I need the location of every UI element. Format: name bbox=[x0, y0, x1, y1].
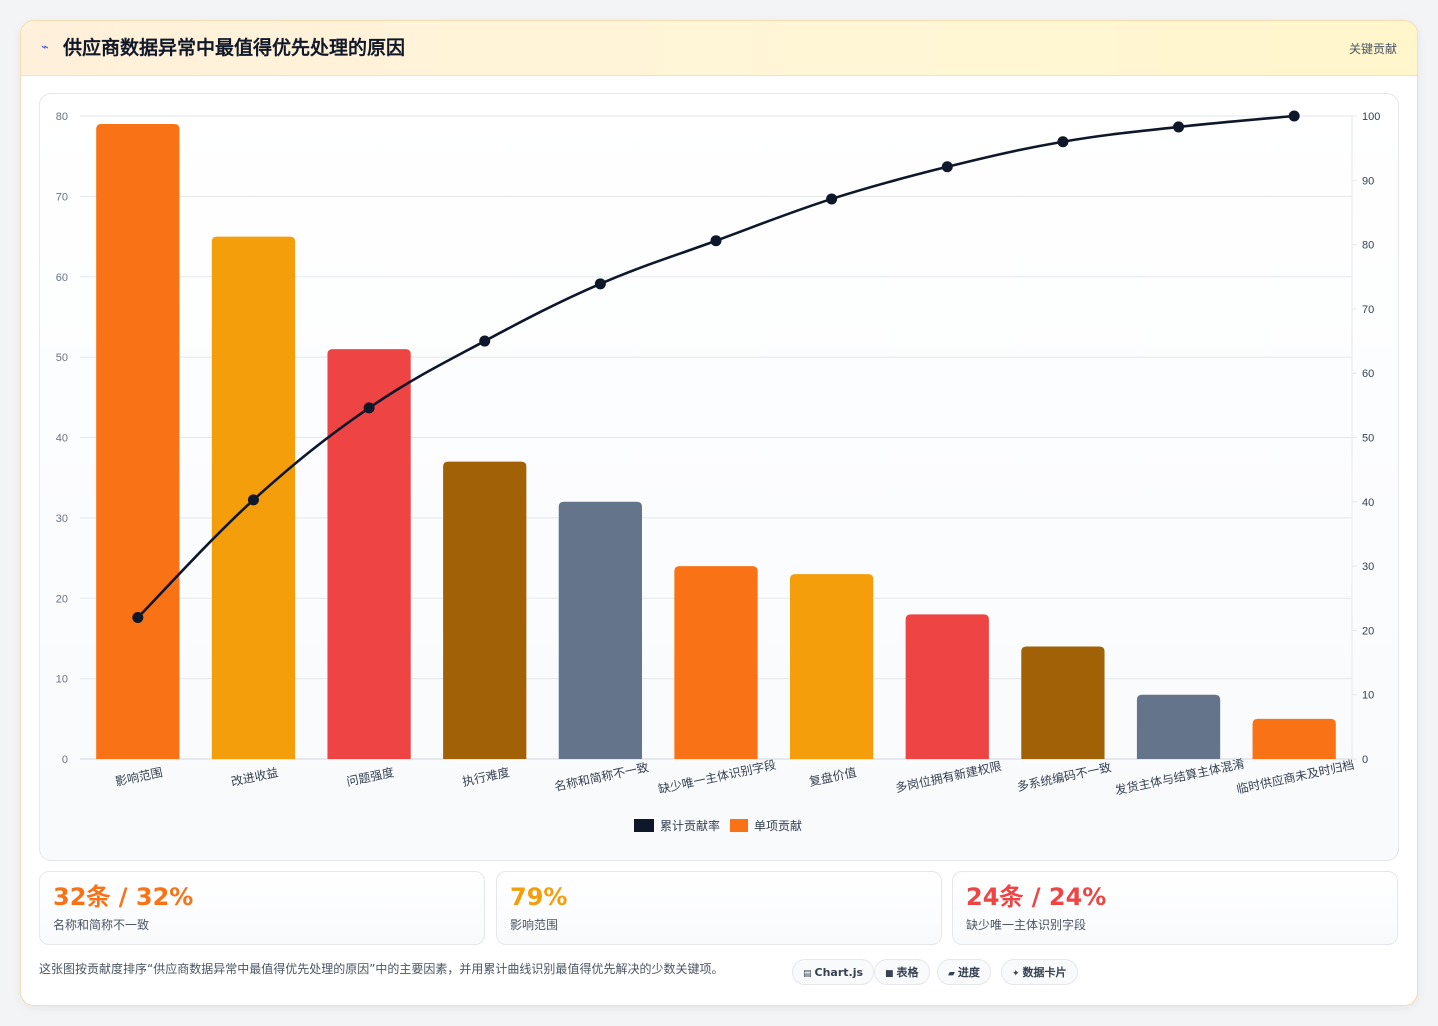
y-left-tick-label: 20 bbox=[56, 593, 68, 605]
y-right-tick-label: 100 bbox=[1362, 111, 1380, 123]
kpi-value: 79% bbox=[510, 883, 568, 911]
legend-swatch-cumulative bbox=[634, 819, 654, 832]
chart-title: 供应商数据异常中最值得优先处理的原因 bbox=[63, 37, 406, 59]
x-tick-label: 多岗位拥有新建权限 bbox=[894, 758, 1003, 795]
legend-label: 单项贡献 bbox=[754, 818, 802, 833]
chart-panel: 0 10 20 30 40 50 60 70 80 0 10 20 30 40 50 60 70 80 90 100 影… bbox=[39, 93, 1399, 861]
bar bbox=[558, 501, 642, 759]
line-point bbox=[247, 494, 259, 506]
kpi-card-2: 79% 影响范围 bbox=[496, 871, 942, 945]
bolt-icon: ⌁ bbox=[41, 40, 49, 55]
line-point bbox=[1288, 110, 1300, 122]
y-right-tick-label: 10 bbox=[1362, 690, 1374, 702]
kpi-label: 影响范围 bbox=[510, 918, 559, 932]
x-tick-label: 临时供应商未及时归档 bbox=[1235, 757, 1356, 797]
y-left-tick-label: 0 bbox=[62, 754, 68, 766]
line-point bbox=[594, 278, 606, 290]
chip-data-card[interactable]: ✦ 数据卡片 bbox=[1001, 959, 1078, 985]
bar bbox=[905, 614, 989, 759]
x-tick-label: 影响范围 bbox=[114, 764, 164, 789]
x-tick-label: 问题强度 bbox=[345, 764, 395, 789]
y-left-tick-label: 10 bbox=[56, 674, 68, 686]
y-left-tick-label: 60 bbox=[56, 272, 68, 284]
y-left-tick-label: 40 bbox=[56, 433, 68, 445]
x-tick-label: 多系统编码不一致 bbox=[1015, 759, 1112, 794]
bar bbox=[96, 124, 180, 760]
y-left-tick-label: 80 bbox=[56, 111, 68, 123]
bar bbox=[327, 349, 411, 759]
line-point bbox=[1173, 121, 1185, 133]
x-tick-label: 改进收益 bbox=[230, 765, 280, 789]
bar bbox=[1021, 646, 1105, 759]
chip-label: Chart.js bbox=[814, 966, 864, 979]
card-header: ⌁ 供应商数据异常中最值得优先处理的原因 关键贡献 bbox=[21, 21, 1417, 76]
chart-card: ⌁ 供应商数据异常中最值得优先处理的原因 关键贡献 0 10 20 30 40 50 60 7… bbox=[20, 20, 1418, 1006]
y-right-tick-label: 90 bbox=[1362, 175, 1374, 187]
chip-label: 数据卡片 bbox=[1022, 966, 1067, 979]
bar bbox=[443, 461, 527, 759]
line-point bbox=[1057, 136, 1069, 148]
kpi-card-1: 32条 / 32% 名称和简称不一致 bbox=[39, 871, 485, 945]
bar bbox=[674, 566, 758, 759]
y-left-tick-label: 50 bbox=[56, 352, 68, 364]
y-right-tick-label: 80 bbox=[1362, 240, 1374, 252]
kpi-label: 名称和简称不一致 bbox=[53, 918, 150, 932]
cumulative-line bbox=[136, 114, 1295, 619]
header-tag: 关键贡献 bbox=[1348, 42, 1397, 56]
y-right-tick-label: 20 bbox=[1362, 625, 1374, 637]
y-right-tick-label: 50 bbox=[1362, 433, 1374, 445]
chip-chartjs[interactable]: ▤ Chart.js bbox=[792, 959, 875, 985]
legend-label: 累计贡献率 bbox=[660, 818, 720, 833]
chip-label: 进度 bbox=[957, 966, 980, 979]
legend-swatch-single bbox=[730, 819, 748, 832]
y-left-tick-label: 70 bbox=[56, 191, 68, 203]
chart-icon: ▤ bbox=[803, 969, 812, 979]
x-tick-label: 复盘价值 bbox=[808, 764, 858, 789]
line-point bbox=[710, 235, 722, 247]
y-right-tick-label: 40 bbox=[1362, 497, 1374, 509]
line-point bbox=[826, 193, 838, 205]
y-right-tick-label: 0 bbox=[1362, 754, 1368, 766]
x-tick-label: 缺少唯一主体识别字段 bbox=[657, 757, 778, 797]
x-tick-label: 发货主体与结算主体混淆 bbox=[1113, 756, 1245, 798]
progress-icon: ▰ bbox=[948, 969, 955, 979]
line-point bbox=[941, 161, 953, 173]
pareto-chart: 0 10 20 30 40 50 60 70 80 0 10 20 30 40 50 60 70 80 90 100 影… bbox=[56, 110, 1380, 833]
y-right-tick-label: 70 bbox=[1362, 304, 1374, 316]
kpi-value: 32条 / 32% bbox=[53, 883, 194, 911]
line-point bbox=[479, 335, 491, 347]
y-left-tick-label: 30 bbox=[56, 513, 68, 525]
chip-progress[interactable]: ▰ 进度 bbox=[937, 959, 991, 985]
table-icon: ■ bbox=[885, 969, 894, 979]
line-point bbox=[132, 612, 144, 624]
kpi-value: 24条 / 24% bbox=[966, 883, 1107, 911]
y-right-tick-label: 60 bbox=[1362, 368, 1374, 380]
x-tick-label: 名称和简称不一致 bbox=[553, 759, 650, 794]
footer-note: 这张图按贡献度排序“供应商数据异常中最值得优先处理的原因”中的主要因素，并用累计… bbox=[39, 962, 724, 976]
bar bbox=[1252, 718, 1336, 759]
chip-table[interactable]: ■ 表格 bbox=[874, 959, 930, 985]
sparkle-icon: ✦ bbox=[1012, 969, 1020, 979]
line-point bbox=[363, 402, 375, 414]
kpi-label: 缺少唯一主体识别字段 bbox=[966, 918, 1087, 932]
bar bbox=[790, 574, 874, 759]
chip-label: 表格 bbox=[896, 966, 919, 979]
kpi-card-3: 24条 / 24% 缺少唯一主体识别字段 bbox=[952, 871, 1398, 945]
x-tick-label: 执行难度 bbox=[461, 764, 511, 789]
bar bbox=[1136, 694, 1221, 759]
y-right-tick-label: 30 bbox=[1362, 561, 1374, 573]
